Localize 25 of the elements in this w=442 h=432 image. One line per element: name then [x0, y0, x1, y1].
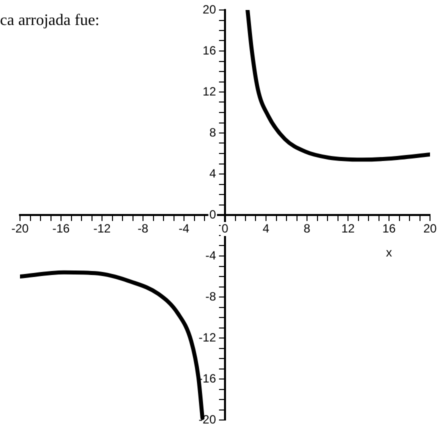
- x-tick-label: -20: [11, 221, 29, 236]
- y-tick-label: -8: [205, 289, 216, 304]
- x-tick-label: 16: [382, 221, 396, 236]
- y-tick-label: 8: [209, 125, 216, 140]
- y-tick-label: 4: [209, 166, 216, 180]
- x-axis-title: x: [386, 245, 392, 260]
- y-tick-label: 20: [202, 2, 216, 16]
- x-tick-label: 4: [262, 221, 270, 236]
- y-tick-label: -20: [198, 412, 216, 426]
- x-tick-label: -16: [52, 221, 70, 236]
- annotation: ca arrojada fue:: [0, 12, 100, 30]
- x-tick-label: -12: [93, 221, 111, 236]
- x-tick-label: 8: [304, 221, 311, 236]
- x-tick-label: 20: [423, 221, 437, 236]
- y-tick-label: 12: [202, 84, 216, 98]
- x-tick-label: -4: [178, 221, 190, 236]
- y-tick-label: -16: [198, 371, 216, 386]
- y-tick-label: -12: [198, 330, 216, 344]
- x-tick-label: 12: [341, 221, 355, 236]
- y-tick-label: 16: [202, 43, 216, 58]
- x-tick-label: -8: [138, 221, 149, 236]
- x-tick-label: 0: [222, 221, 229, 236]
- line-series: [246, 10, 430, 162]
- y-tick-label: 0: [209, 207, 216, 222]
- y-tick-label: -4: [205, 248, 216, 262]
